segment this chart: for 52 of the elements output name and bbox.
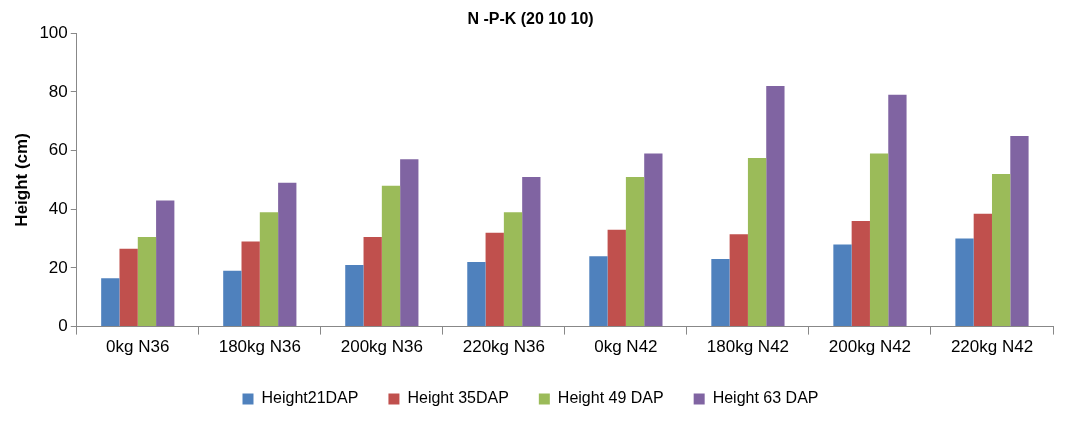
bar [363,237,382,327]
legend-label: Height 35DAP [407,389,509,407]
x-tick-label: 220kg N36 [462,337,545,357]
bar [137,237,157,327]
bar [888,94,907,327]
x-tick-label: 200kg N42 [828,337,912,357]
bar [955,238,974,327]
y-tick-label: 20 [48,257,68,277]
y-tick-label: 0 [58,316,68,336]
x-tick-label: 180kg N42 [706,337,790,357]
x-tick-label: 0kg N36 [106,337,170,357]
bar [851,220,870,327]
bar [467,262,486,327]
bar [973,213,992,327]
bar [241,241,260,327]
bar [711,259,730,327]
bar [991,174,1011,327]
x-tick-label: 180kg N36 [218,337,301,357]
bar [644,153,663,327]
x-tick-label: 220kg N42 [950,337,1034,357]
bar [589,256,608,327]
legend-label: Height 49 DAP [557,389,664,407]
bar [607,229,626,327]
y-tick-label: 80 [48,81,68,101]
y-tick-label: 40 [48,198,68,218]
y-tick-label: 60 [48,140,68,160]
bar [869,153,889,327]
bar [119,248,138,327]
bar [345,264,364,327]
bar [259,212,279,327]
bar [101,278,120,327]
bar [400,159,419,327]
bar [278,182,297,327]
bar [766,86,785,327]
legend-label: Height21DAP [261,389,359,407]
bar [156,200,175,327]
y-axis-title: Height (cm) [11,133,31,227]
x-tick-label: 200kg N36 [340,337,423,357]
bar [522,176,541,327]
bar [485,232,504,327]
bar [833,244,852,327]
legend-label: Height 63 DAP [712,389,819,407]
bar [625,176,645,327]
bar [747,157,767,327]
bar [223,270,242,327]
y-tick-label: 100 [39,22,68,42]
bar [381,185,401,327]
chart-title: N -P-K (20 10 10) [467,10,594,28]
x-tick-label: 0kg N42 [594,337,658,357]
bar [729,234,748,327]
bar [503,212,523,327]
bar [1010,135,1029,327]
